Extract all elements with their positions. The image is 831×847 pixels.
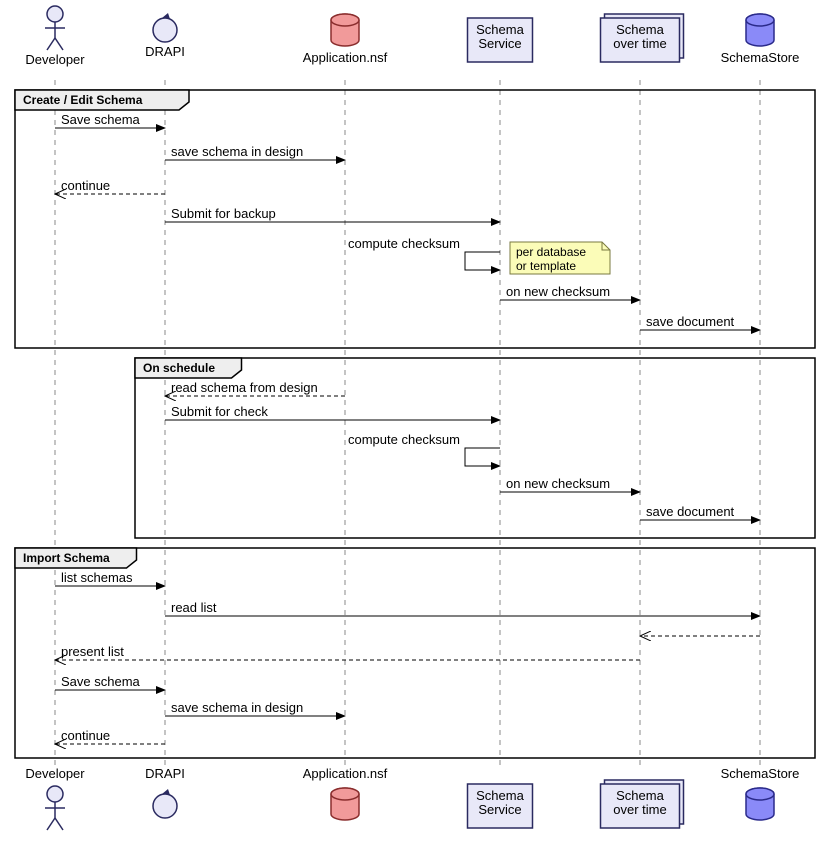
frame-title: Import Schema — [23, 551, 110, 565]
message-label: Save schema — [61, 112, 141, 127]
message: Save schema — [55, 674, 165, 690]
message: Save schema — [55, 112, 165, 128]
participant-label: Application.nsf — [303, 766, 388, 781]
message: save schema in design — [165, 700, 345, 716]
svg-text:over time: over time — [613, 36, 666, 51]
participant-sot: Schemaover time — [601, 14, 684, 62]
message-label: continue — [61, 728, 110, 743]
participant-app: Application.nsf — [303, 766, 388, 820]
participant-drapi: DRAPI — [145, 766, 185, 818]
participant-dev: Developer — [25, 6, 85, 67]
message-label: save document — [646, 314, 735, 329]
message-label: save document — [646, 504, 735, 519]
svg-text:over time: over time — [613, 802, 666, 817]
message-label: Save schema — [61, 674, 141, 689]
message-label: list schemas — [61, 570, 133, 585]
message: Submit for backup — [165, 206, 500, 222]
frame-title: On schedule — [143, 361, 215, 375]
participant-store: SchemaStore — [721, 766, 800, 820]
message: continue — [55, 728, 165, 744]
participant-drapi: DRAPI — [145, 13, 185, 59]
participant-store: SchemaStore — [721, 14, 800, 65]
participant-app: Application.nsf — [303, 14, 388, 65]
message: save document — [640, 504, 760, 520]
message: continue — [55, 178, 165, 194]
participant-label: Developer — [25, 766, 85, 781]
participant-label: DRAPI — [145, 766, 185, 781]
sequence-diagram: Create / Edit Schema On schedule Import Sc… — [0, 0, 831, 847]
participant-label: SchemaStore — [721, 50, 800, 65]
participant-sot: Schemaover time — [601, 780, 684, 828]
message-label: on new checksum — [506, 476, 610, 491]
message: present list — [55, 644, 640, 660]
participant-label: DRAPI — [145, 44, 185, 59]
svg-text:or template: or template — [516, 259, 576, 273]
message-label: read schema from design — [171, 380, 318, 395]
svg-text:compute checksum: compute checksum — [348, 432, 460, 447]
message-label: continue — [61, 178, 110, 193]
frame-f3: Import Schema — [15, 548, 815, 758]
message: compute checksum per databaseor template — [348, 236, 610, 274]
message: on new checksum — [500, 284, 640, 300]
message: read schema from design — [165, 380, 345, 396]
message-label: on new checksum — [506, 284, 610, 299]
participant-dev: Developer — [25, 766, 85, 830]
frame-title: Create / Edit Schema — [23, 93, 143, 107]
frame-f1: Create / Edit Schema — [15, 90, 815, 348]
svg-text:Schema: Schema — [616, 22, 664, 37]
message: save document — [640, 314, 760, 330]
message-label: Submit for backup — [171, 206, 276, 221]
message: read list — [165, 600, 760, 616]
svg-text:Schema: Schema — [476, 788, 524, 803]
message-label: present list — [61, 644, 124, 659]
message-label: save schema in design — [171, 144, 303, 159]
message: save schema in design — [165, 144, 345, 160]
participant-label: Application.nsf — [303, 50, 388, 65]
svg-text:Service: Service — [478, 802, 521, 817]
message-label: save schema in design — [171, 700, 303, 715]
svg-text:Schema: Schema — [476, 22, 524, 37]
svg-text:per database: per database — [516, 245, 586, 259]
participant-label: Developer — [25, 52, 85, 67]
svg-text:Schema: Schema — [616, 788, 664, 803]
participant-svc: SchemaService — [468, 784, 533, 828]
svg-text:compute checksum: compute checksum — [348, 236, 460, 251]
message: list schemas — [55, 570, 165, 586]
message: Submit for check — [165, 404, 500, 420]
message: compute checksum — [348, 432, 500, 466]
message: on new checksum — [500, 476, 640, 492]
participant-label: SchemaStore — [721, 766, 800, 781]
message-label: Submit for check — [171, 404, 268, 419]
svg-text:Service: Service — [478, 36, 521, 51]
participant-svc: SchemaService — [468, 18, 533, 62]
message-label: read list — [171, 600, 217, 615]
